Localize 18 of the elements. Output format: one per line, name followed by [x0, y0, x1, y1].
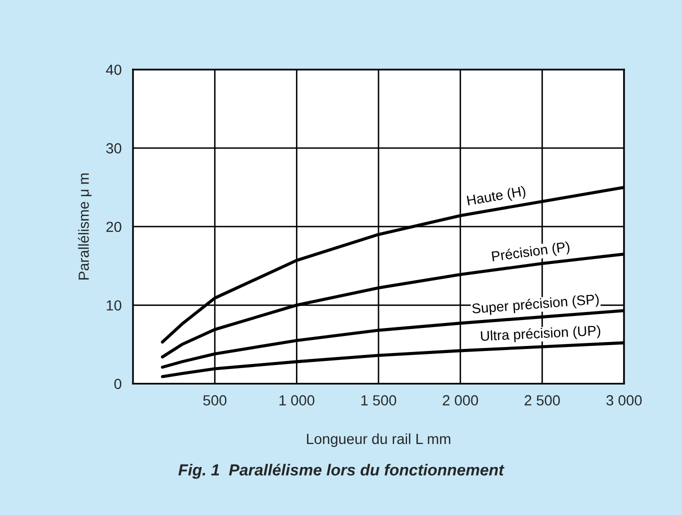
series-label: Super précision (SP) — [472, 294, 600, 316]
x-tick-label: 1 500 — [361, 395, 396, 406]
y-tick-label: 30 — [106, 143, 122, 154]
series-label: Ultra précision (UP) — [480, 324, 601, 344]
y-tick-label: 20 — [106, 222, 122, 232]
x-tick-label: 1 000 — [280, 395, 314, 406]
y-tick-label: 0 — [114, 378, 122, 390]
y-tick-label: 10 — [106, 300, 122, 311]
x-tick-label: 2 500 — [524, 395, 560, 406]
x-axis-title: Longueur du rail L mm — [307, 433, 450, 447]
x-tick-label: 3 000 — [606, 395, 642, 406]
text: Fig. 1 Parallélisme lors du fonctionnement — [178, 464, 504, 479]
x-tick-label: 2 000 — [442, 395, 478, 406]
text: Haute (H) — [466, 186, 526, 208]
x-tick-label: 500 — [203, 395, 226, 406]
y-axis-title: Parallélisme μ m — [78, 174, 92, 280]
text: Précision (P) — [492, 240, 570, 264]
y-tick-label: 40 — [106, 64, 122, 75]
